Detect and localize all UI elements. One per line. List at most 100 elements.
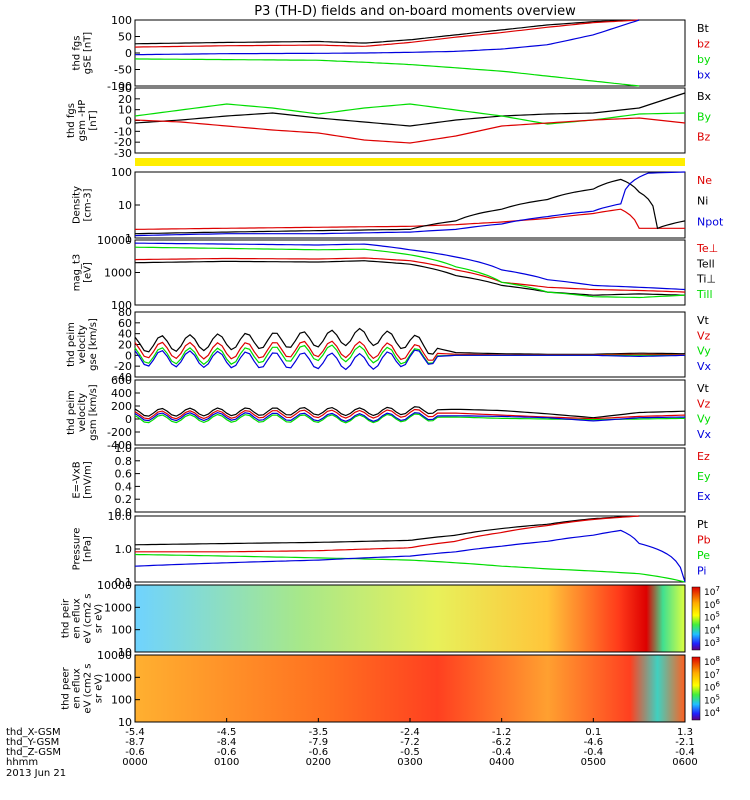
- y-axis-label: gsm -HP: [77, 100, 88, 142]
- y-axis-label: thd peim: [66, 390, 77, 435]
- y-tick-label: 1.0: [115, 543, 133, 556]
- x-tick-label: -0.4: [584, 747, 604, 758]
- y-tick-label: 100: [111, 694, 132, 707]
- y-tick-label: 1: [125, 232, 132, 245]
- y-axis-label: velocity: [77, 325, 88, 364]
- y-axis-label: eV (cm2 s: [83, 663, 94, 713]
- legend-Till: Till: [696, 288, 713, 301]
- legend-Tell: Tell: [696, 257, 715, 270]
- x-tick-label: -4.6: [584, 737, 604, 748]
- y-tick-label: 10000: [97, 649, 132, 662]
- y-tick-label: 40: [118, 328, 132, 341]
- series-Bt: [134, 19, 640, 45]
- colorbar-label: 108: [704, 655, 720, 668]
- y-axis-label: gse [km/s]: [88, 318, 99, 371]
- series-bx: [134, 19, 640, 56]
- x-tick-label: -8.4: [217, 737, 237, 748]
- y-axis-label: velocity: [77, 393, 88, 432]
- series-Vy: [134, 413, 685, 424]
- series-Vx: [134, 349, 686, 371]
- y-axis-label: thd peim: [66, 322, 77, 367]
- y-axis-label: [nPa]: [83, 536, 94, 562]
- x-tick-label: 0600: [672, 757, 697, 768]
- x-tick-label: -0.6: [217, 747, 237, 758]
- series-Vx: [134, 411, 685, 422]
- series-Pe: [134, 553, 686, 583]
- y-tick-label: -100: [107, 80, 132, 93]
- y-axis-label: sr eV): [94, 604, 105, 633]
- y-tick-label: 100: [111, 166, 132, 179]
- series-Till: [134, 246, 686, 299]
- series-Vz: [134, 408, 686, 420]
- x-tick-label: 0.1: [585, 727, 601, 738]
- legend-Ey: Ey: [697, 470, 711, 483]
- x-tick-label: 0300: [397, 757, 422, 768]
- legend-Ex: Ex: [697, 490, 711, 503]
- x-tick-label: 0000: [122, 757, 147, 768]
- y-axis-label: thd fgs: [66, 103, 77, 138]
- legend-Bt: Bt: [697, 22, 710, 35]
- y-axis-label: eV (cm2 s: [83, 593, 94, 643]
- y-axis-label: [mV/m]: [83, 461, 94, 499]
- panel-frame: [134, 311, 686, 378]
- legend-Vy: Vy: [697, 413, 711, 426]
- series-Ne: [134, 208, 685, 230]
- series-Bz: [134, 117, 686, 144]
- colorbar-label: 106: [704, 598, 720, 611]
- x-tick-label: -6.2: [492, 737, 512, 748]
- x-tick-label: 0400: [489, 757, 514, 768]
- legend-Te⊥: Te⊥: [696, 242, 718, 255]
- y-tick-label: 1000: [104, 671, 132, 684]
- panel-fgs_gse: 100 50 0 -50 -100 thd fgs gSE [nT] Bt bz by bx: [72, 14, 711, 93]
- y-tick-label: -200: [107, 426, 132, 439]
- y-axis-label: en eflux: [72, 598, 83, 638]
- legend-Vt: Vt: [697, 382, 710, 395]
- colorbar-label: 107: [704, 668, 720, 681]
- y-tick-label: 100: [111, 299, 132, 312]
- x-tick-label: -7.2: [400, 737, 420, 748]
- legend-Npot: Npot: [697, 215, 724, 228]
- y-tick-label: 10: [118, 646, 132, 659]
- y-tick-label: 30: [118, 82, 132, 95]
- panel-frame: [134, 584, 686, 653]
- panel-efield: 1.00.80.60.40.20.0 E=-VxB [mV/m] Ez Ey Ex: [72, 442, 711, 519]
- y-tick-label: -50: [114, 64, 132, 77]
- y-tick-label: 20: [118, 339, 132, 352]
- spectrogram-peer: [135, 655, 685, 722]
- y-tick-label: 0: [125, 413, 132, 426]
- y-tick-label: 10: [118, 199, 132, 212]
- legend-Bx: Bx: [697, 90, 712, 103]
- y-tick-label: 0.8: [115, 455, 133, 468]
- legend-Vt: Vt: [697, 314, 710, 327]
- series-By: [134, 103, 686, 125]
- y-axis-label: [cm-3]: [83, 188, 94, 221]
- legend-Bz: Bz: [697, 131, 711, 144]
- legend-Pe: Pe: [697, 549, 710, 562]
- series-Ti⊥: [134, 242, 686, 291]
- series-Bx: [134, 92, 686, 127]
- x-tick-label: 0200: [306, 757, 331, 768]
- series-Te⊥: [134, 257, 686, 293]
- x-tick-label: -1.2: [492, 727, 512, 738]
- y-axis-label: thd peir: [61, 598, 72, 638]
- x-axis-labels: thd_X-GSM -5.4 -4.5 -3.5 -2.4 -1.2 0.1 1.3 thd_Y…: [6, 718, 698, 768]
- y-tick-label: -20: [114, 360, 132, 373]
- legend-by: by: [697, 53, 711, 66]
- y-axis-label: thd fgs: [72, 36, 83, 71]
- y-axis-label: [nT]: [88, 110, 99, 130]
- y-tick-label: 0: [125, 349, 132, 362]
- legend-bz: bz: [697, 38, 710, 51]
- x-tick-label: 1.3: [677, 727, 693, 738]
- panel-density: 100 10 1 Density [cm-3] Ne Ni Npot: [72, 166, 724, 245]
- x-tick-label: 0500: [581, 757, 606, 768]
- y-tick-label: -10: [114, 125, 132, 138]
- colorbar-label: 105: [704, 611, 720, 624]
- date-label: 2013 Jun 21: [6, 768, 66, 779]
- spectrogram-peir: [135, 585, 685, 652]
- legend-Vz: Vz: [697, 397, 711, 410]
- legend-By: By: [697, 110, 712, 123]
